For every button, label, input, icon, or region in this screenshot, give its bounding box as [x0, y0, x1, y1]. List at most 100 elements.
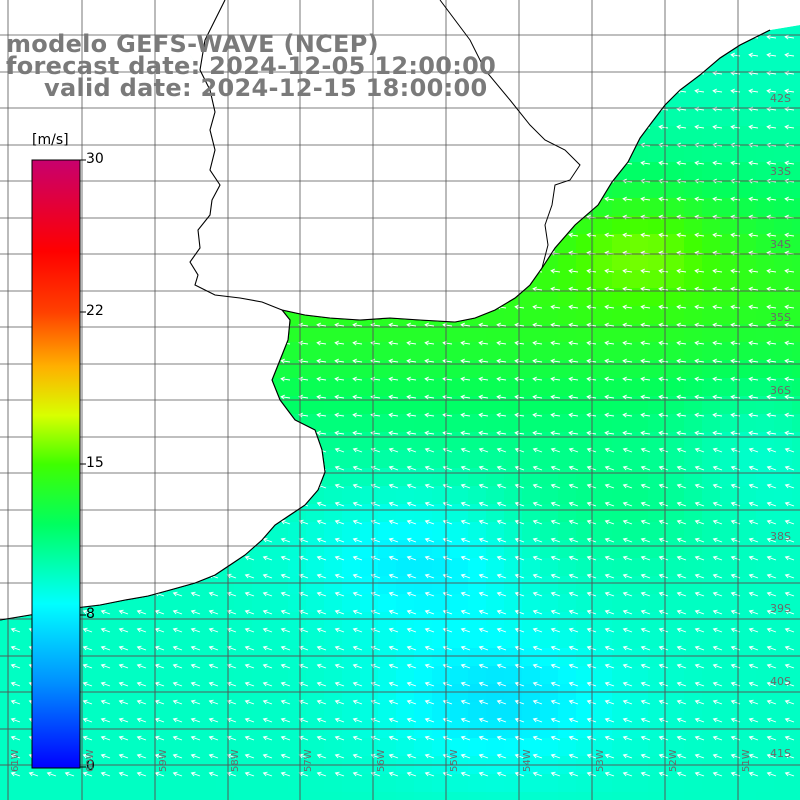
wind-arrow	[730, 573, 741, 579]
speed-cell	[126, 684, 145, 703]
wind-arrow	[406, 735, 417, 741]
wind-arrow	[514, 555, 525, 561]
speed-cell	[630, 180, 649, 199]
wind-arrow	[766, 501, 777, 507]
wind-arrow	[748, 501, 759, 507]
wind-arrow	[100, 681, 111, 687]
wind-arrow	[748, 340, 759, 346]
wind-arrow	[280, 681, 291, 687]
wind-arrow	[784, 555, 795, 561]
wind-arrow	[496, 663, 507, 669]
speed-cell	[324, 360, 343, 379]
speed-cell	[324, 540, 343, 559]
wind-arrow	[730, 160, 741, 166]
wind-arrow	[514, 627, 525, 633]
wind-arrow	[694, 88, 705, 94]
speed-cell	[666, 504, 685, 523]
wind-arrow	[478, 591, 489, 597]
wind-arrow	[748, 268, 759, 274]
wind-arrow	[82, 753, 93, 759]
speed-cell	[666, 252, 685, 271]
speed-cell	[180, 702, 199, 721]
wind-arrow	[244, 591, 255, 597]
speed-cell	[378, 450, 397, 469]
wind-arrow	[298, 322, 309, 328]
speed-cell	[666, 630, 685, 649]
wind-arrow	[640, 304, 651, 310]
speed-cell	[216, 792, 235, 800]
wind-arrow	[532, 501, 543, 507]
speed-cell	[180, 774, 199, 793]
speed-cell	[702, 306, 721, 325]
wind-arrow	[676, 358, 687, 364]
speed-cell	[702, 90, 721, 109]
wind-arrow	[514, 376, 525, 382]
wind-arrow	[460, 627, 471, 633]
wind-arrow	[514, 447, 525, 453]
speed-cell	[702, 504, 721, 523]
wind-arrow	[712, 322, 723, 328]
wind-arrow	[622, 394, 633, 400]
wind-arrow	[784, 681, 795, 687]
wind-arrow	[460, 358, 471, 364]
speed-cell	[396, 486, 415, 505]
wind-arrow	[460, 609, 471, 615]
wind-arrow	[190, 663, 201, 669]
speed-cell	[468, 342, 487, 361]
speed-cell	[558, 540, 577, 559]
speed-cell	[486, 648, 505, 667]
wind-arrow	[334, 358, 345, 364]
speed-cell	[306, 558, 325, 577]
speed-cell	[0, 666, 19, 685]
speed-cell	[306, 702, 325, 721]
wind-arrow	[478, 519, 489, 525]
speed-cell	[486, 612, 505, 631]
valid-date: valid date: 2024-12-15 18:00:00	[44, 74, 488, 102]
speed-cell	[738, 306, 757, 325]
speed-cell	[36, 774, 55, 793]
speed-cell	[612, 216, 631, 235]
wind-arrow	[82, 681, 93, 687]
speed-cell	[306, 522, 325, 541]
wind-arrow	[352, 412, 363, 418]
wind-arrow	[298, 699, 309, 705]
speed-cell	[558, 504, 577, 523]
speed-cell	[594, 630, 613, 649]
wind-arrow	[388, 430, 399, 436]
speed-cell	[522, 306, 541, 325]
speed-cell	[504, 306, 523, 325]
wind-arrow	[640, 268, 651, 274]
wind-arrow	[694, 376, 705, 382]
wind-arrow	[334, 376, 345, 382]
wind-arrow	[460, 555, 471, 561]
wind-arrow	[622, 322, 633, 328]
speed-cell	[432, 468, 451, 487]
forecast-date: forecast date: 2024-12-05 12:00:00	[6, 52, 497, 80]
wind-arrow	[694, 645, 705, 651]
speed-cell	[468, 738, 487, 757]
wind-arrow	[478, 573, 489, 579]
wind-arrow	[478, 358, 489, 364]
wind-arrow	[622, 663, 633, 669]
wind-arrow	[262, 771, 273, 777]
wind-arrow	[280, 663, 291, 669]
wind-arrow	[352, 681, 363, 687]
speed-cell	[486, 666, 505, 685]
speed-cell	[90, 648, 109, 667]
wind-arrow	[730, 501, 741, 507]
speed-cell	[630, 378, 649, 397]
speed-cell	[360, 792, 379, 800]
wind-arrow	[316, 358, 327, 364]
speed-cell	[414, 612, 433, 631]
wind-arrow	[226, 735, 237, 741]
speed-cell	[486, 738, 505, 757]
wind-arrow	[388, 627, 399, 633]
speed-cell	[594, 288, 613, 307]
speed-cell	[540, 378, 559, 397]
wind-arrow	[406, 537, 417, 543]
speed-cell	[612, 342, 631, 361]
speed-cell	[792, 540, 800, 559]
speed-cell	[666, 450, 685, 469]
speed-cell	[792, 378, 800, 397]
wind-arrow	[244, 717, 255, 723]
